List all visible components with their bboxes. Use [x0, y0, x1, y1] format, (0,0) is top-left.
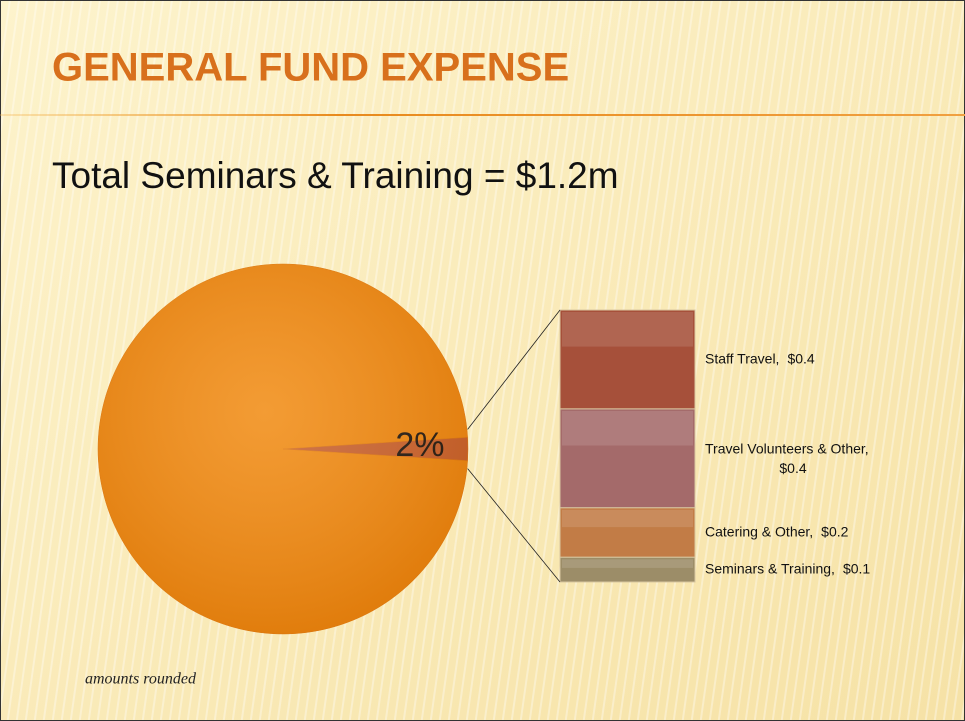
bar-segment	[559, 309, 696, 410]
segment-value: $0.2	[821, 523, 848, 539]
connector	[467, 309, 561, 430]
segment-value: $0.4	[787, 350, 814, 366]
bar-highlight	[562, 559, 693, 568]
segment-name: Travel Volunteers & Other,	[705, 440, 869, 456]
bar-segment	[559, 408, 696, 509]
slide-title: GENERAL FUND EXPENSE	[52, 46, 569, 90]
segment-label: Catering & Other, $0.2	[705, 523, 849, 539]
segment-name: Seminars & Training,	[705, 560, 835, 576]
segment-label: Staff Travel, $0.4	[705, 350, 815, 366]
segment-label: Travel Volunteers & Other,	[705, 440, 869, 456]
bar-highlight	[562, 509, 693, 528]
bar-highlight	[562, 410, 693, 446]
segment-name: Catering & Other,	[705, 523, 813, 539]
segment-name: Staff Travel,	[705, 350, 779, 366]
footnote: amounts rounded	[85, 671, 197, 688]
bar-segment	[559, 507, 696, 558]
bar-segment	[559, 556, 696, 583]
subtitle: Total Seminars & Training = $1.2m	[52, 155, 619, 196]
bar-highlight	[562, 312, 693, 347]
connector	[467, 468, 561, 583]
segment-value: $0.4	[779, 460, 806, 476]
segment-label: Seminars & Training, $0.1	[705, 560, 870, 576]
segment-value: $0.1	[843, 560, 870, 576]
title-rule	[0, 114, 965, 116]
slice-label: 2%	[395, 426, 444, 464]
